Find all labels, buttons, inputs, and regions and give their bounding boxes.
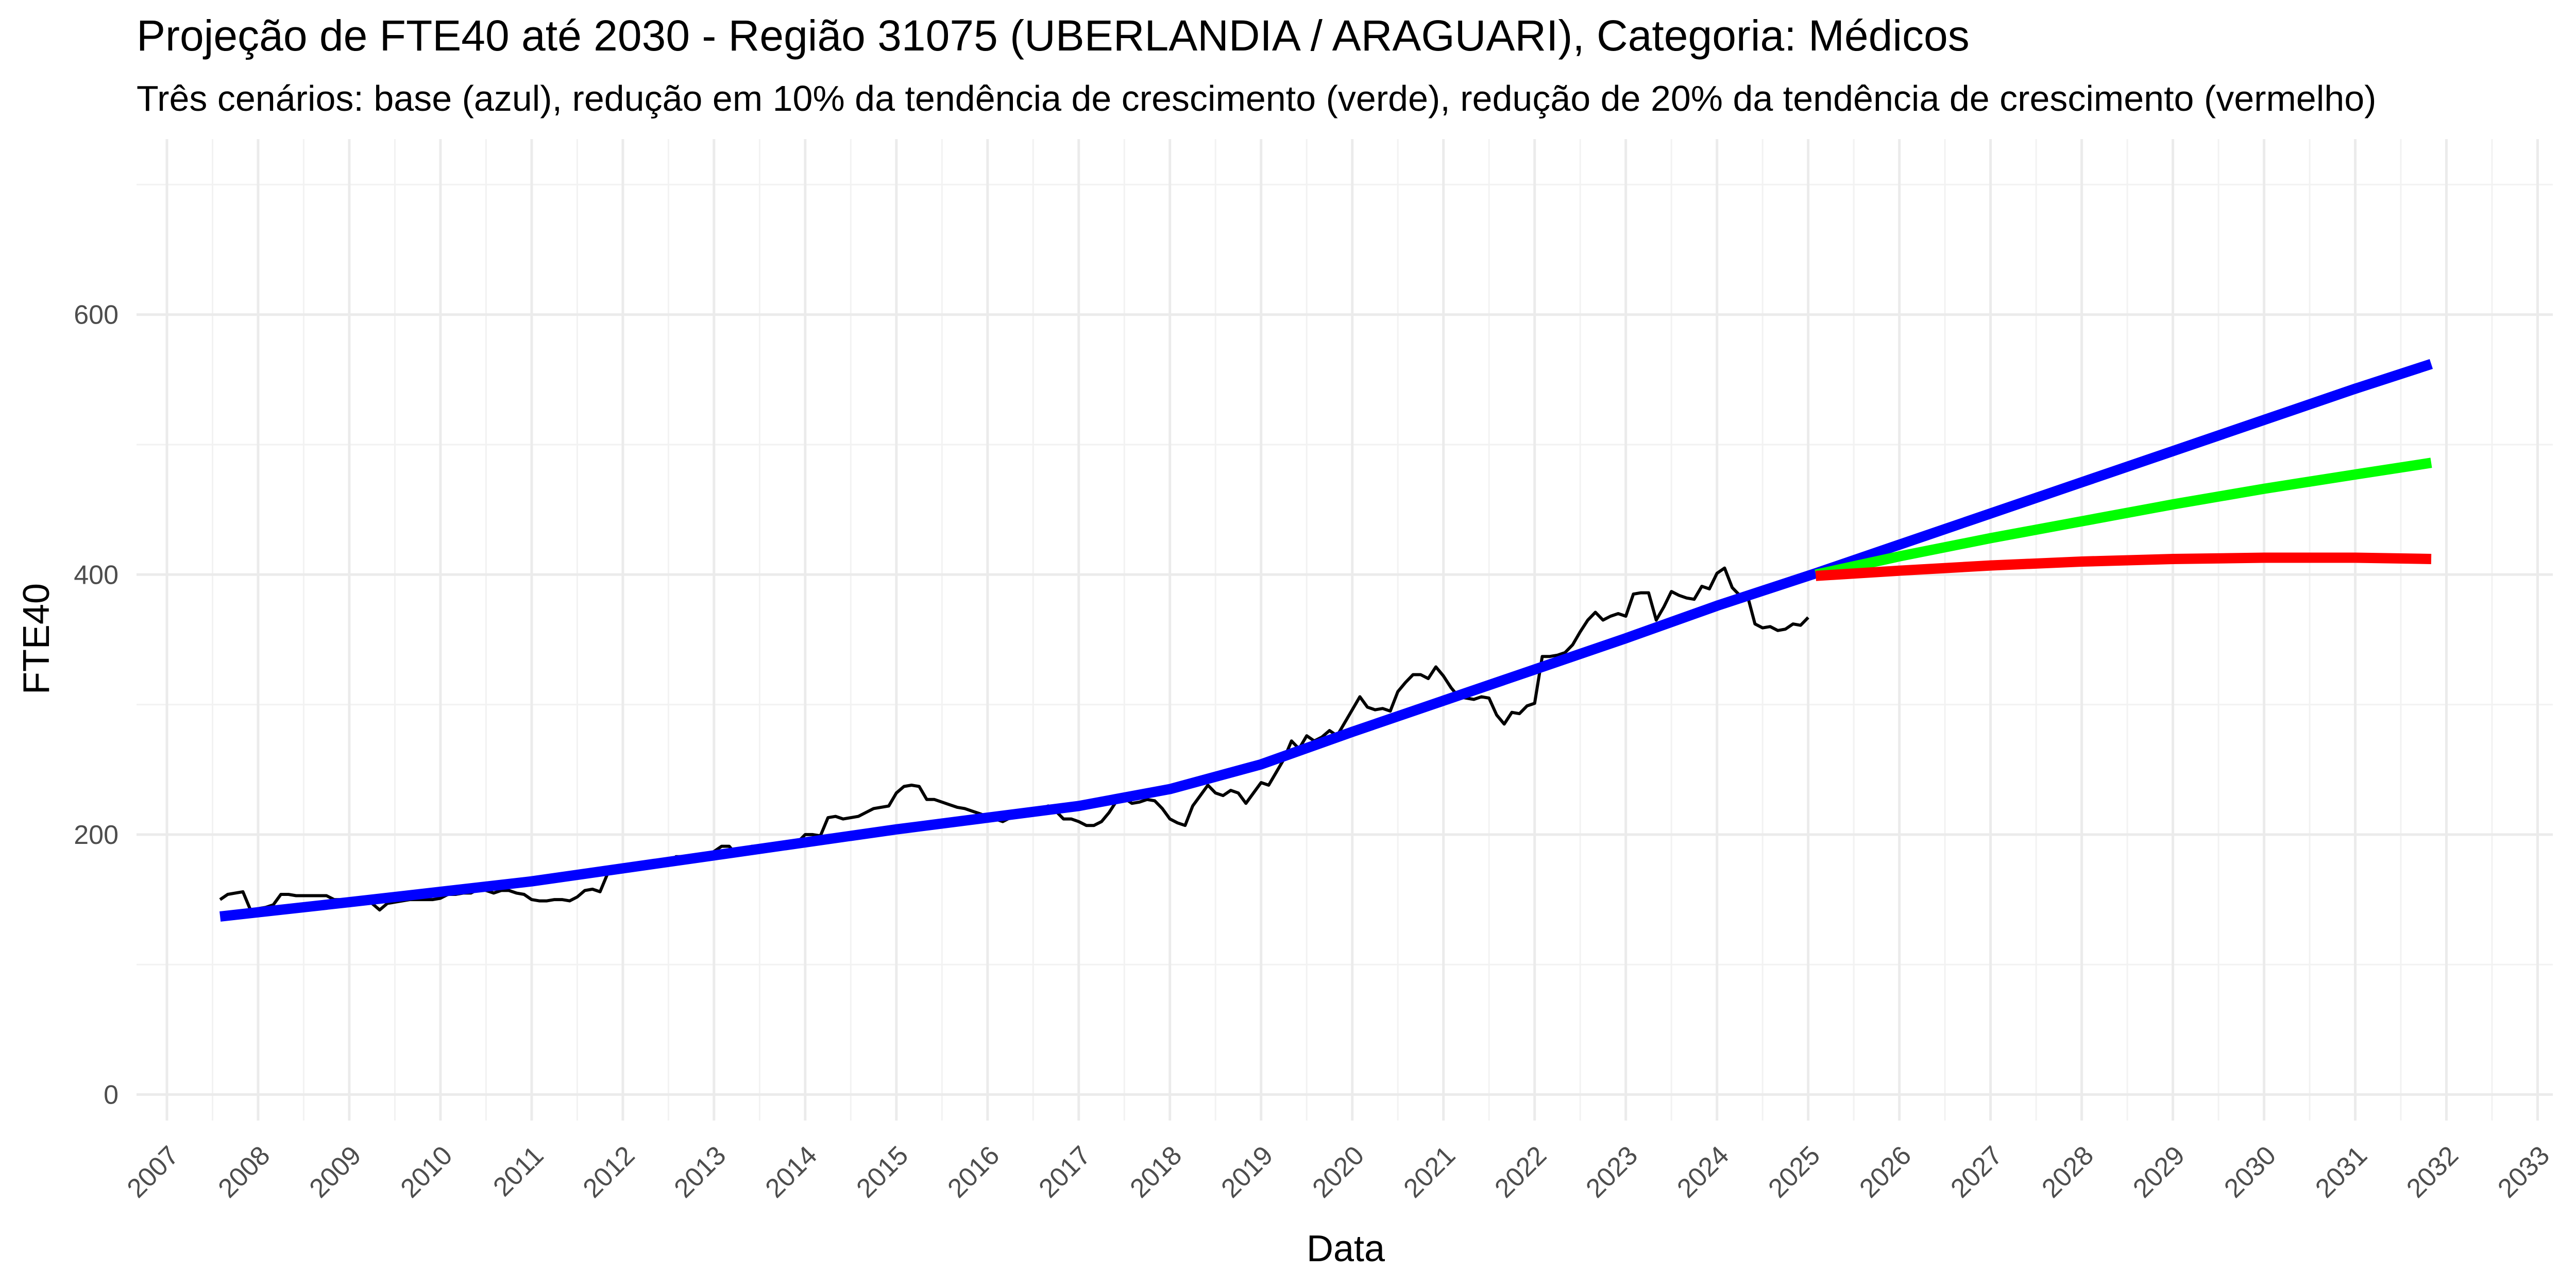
x-tick-label: 2017 (1033, 1140, 1096, 1204)
x-tick-label: 2027 (1945, 1140, 2008, 1204)
x-tick-label: 2014 (760, 1140, 823, 1204)
x-tick-label: 2018 (1124, 1140, 1188, 1204)
grid (137, 139, 2553, 1121)
x-tick-label: 2025 (1762, 1140, 1826, 1204)
x-tick-label: 2029 (2127, 1140, 2191, 1204)
x-tick-label: 2008 (213, 1140, 276, 1204)
x-tick-label: 2021 (1398, 1140, 1461, 1204)
chart-subtitle: Três cenários: base (azul), redução em 1… (137, 78, 2376, 118)
x-tick-label: 2028 (2036, 1140, 2099, 1204)
x-tick-label: 2019 (1215, 1140, 1279, 1204)
series-line-0 (219, 566, 1809, 912)
x-tick-label: 2033 (2492, 1140, 2555, 1204)
series-layer (219, 359, 2433, 922)
y-axis-ticks: 0 200 400 600 (74, 300, 118, 1110)
x-tick-label: 2016 (942, 1140, 1006, 1204)
x-tick-label: 2013 (669, 1140, 732, 1204)
x-tick-label: 2022 (1489, 1140, 1552, 1204)
series-line-3 (1815, 552, 2432, 581)
x-tick-label: 2024 (1671, 1140, 1735, 1204)
y-tick-label: 600 (74, 300, 118, 330)
x-tick-label: 2032 (2401, 1140, 2464, 1204)
y-axis-title: FTE40 (16, 583, 57, 694)
x-tick-label: 2026 (1854, 1140, 1917, 1204)
y-tick-label: 200 (74, 820, 118, 850)
x-tick-label: 2015 (851, 1140, 914, 1204)
y-tick-label: 0 (104, 1080, 118, 1110)
series-line-1 (219, 359, 2433, 922)
chart-title: Projeção de FTE40 até 2030 - Região 3107… (137, 11, 1970, 60)
x-tick-label: 2007 (122, 1140, 185, 1204)
x-tick-label: 2012 (578, 1140, 641, 1204)
x-tick-label: 2010 (395, 1140, 459, 1204)
x-axis-title: Data (1307, 1228, 1385, 1269)
series-line-2 (1815, 457, 2432, 580)
x-tick-label: 2011 (487, 1140, 549, 1202)
x-tick-label: 2023 (1580, 1140, 1643, 1204)
x-tick-label: 2031 (2310, 1140, 2373, 1204)
x-tick-label: 2020 (1307, 1140, 1370, 1204)
x-tick-label: 2009 (304, 1140, 367, 1204)
x-tick-label: 2030 (2218, 1140, 2282, 1204)
y-tick-label: 400 (74, 560, 118, 590)
x-axis-ticks: 2007 2008 2009 2010 2011 2012 2013 2014 2015 2016… (122, 1140, 2555, 1204)
